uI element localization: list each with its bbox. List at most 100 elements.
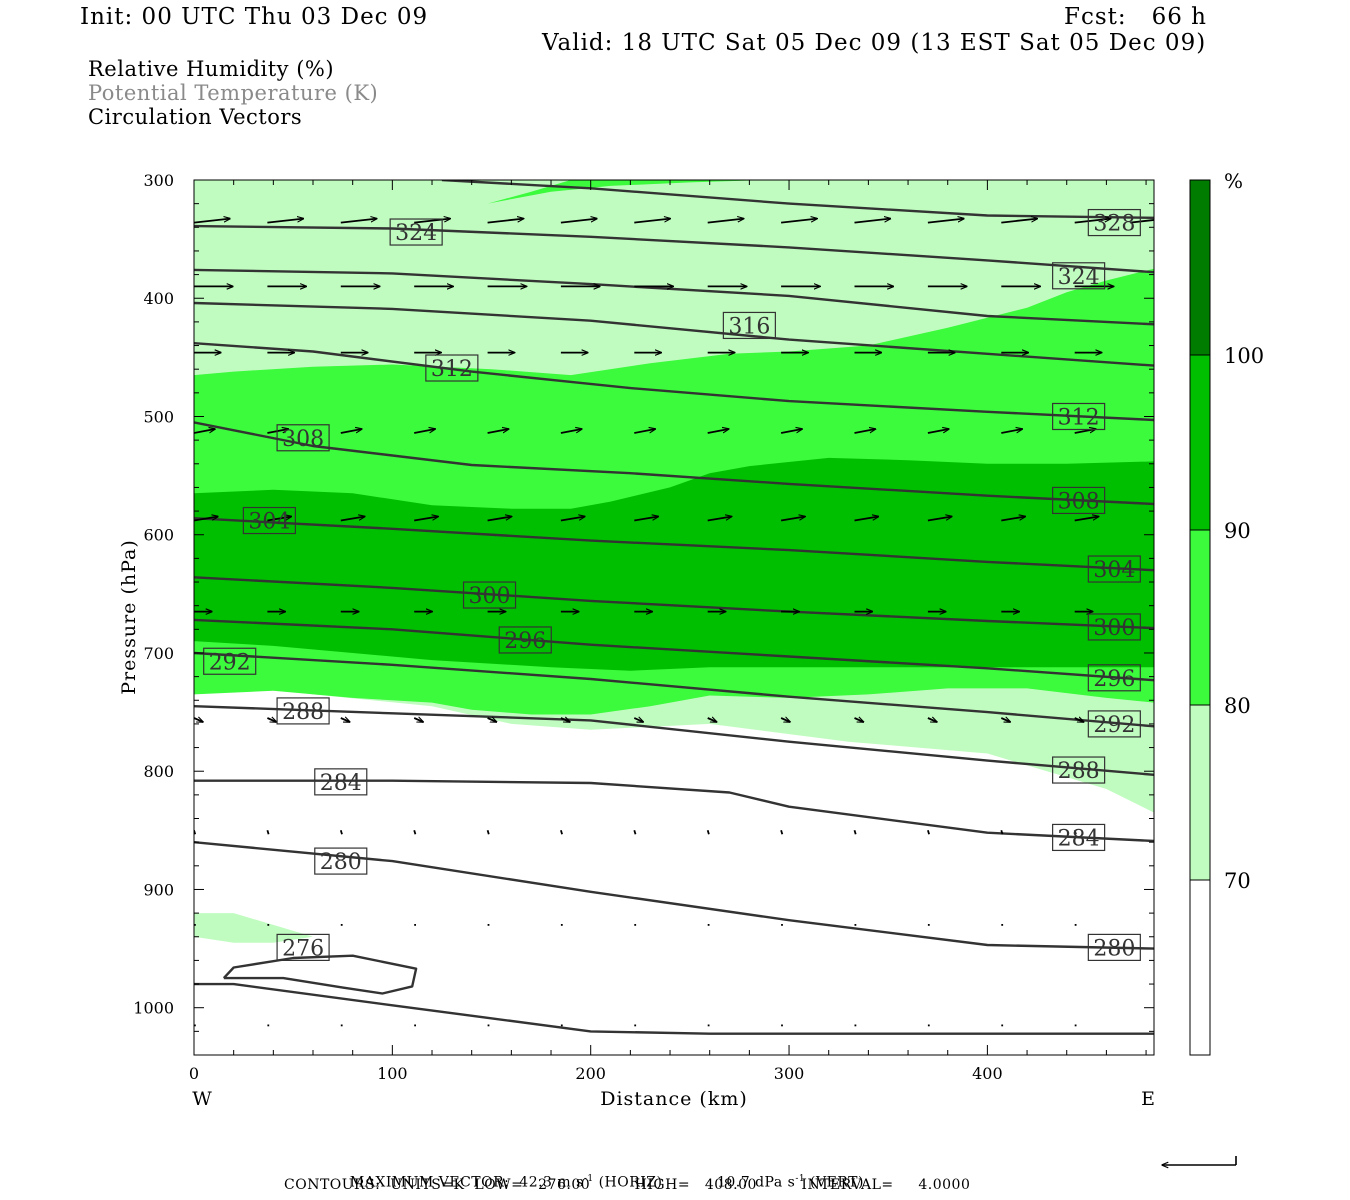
- contour-label-text: 276: [282, 936, 324, 961]
- x-axis-label: Distance (km): [600, 1088, 748, 1110]
- contour-label-box: [276, 933, 330, 961]
- circulation-vector: [340, 429, 362, 434]
- horiz-unit: (HORIZ): [598, 1174, 663, 1191]
- colorbar-segment: [1190, 355, 1210, 530]
- forecast-hour: Fcst: 66 h: [1064, 4, 1207, 30]
- contour-label-box: [276, 697, 330, 725]
- colorbar-segment: [1190, 530, 1210, 705]
- circulation-vector: [854, 429, 876, 434]
- circulation-vector: [267, 219, 303, 224]
- contour-label-284-19: 284: [1052, 823, 1106, 851]
- y-tick-label: 800: [143, 762, 174, 781]
- circulation-vector: [267, 718, 276, 722]
- contour-label-text: 328: [1093, 212, 1135, 237]
- contour-label-box: [1087, 613, 1141, 641]
- circulation-vector: [707, 718, 717, 722]
- theta-contour-320-2: [194, 268, 1154, 326]
- x-tick-label: 0: [189, 1064, 199, 1083]
- theta-contour-328-0: [441, 180, 1154, 219]
- contour-label-box: [203, 647, 257, 675]
- contour-label-text: 312: [1058, 405, 1100, 430]
- contour-label-text: 324: [1058, 265, 1100, 290]
- theta-contour-276-13: [222, 954, 418, 995]
- contour-label-box: [1087, 664, 1141, 692]
- circulation-vector: [634, 429, 655, 434]
- colorbar-frame: [1189, 179, 1211, 1056]
- vert-unit: (VERT): [810, 1174, 864, 1191]
- y-tick-label: 600: [143, 526, 174, 545]
- theta-contour-316-3: [194, 301, 1154, 367]
- contour-label-box: [1052, 486, 1106, 515]
- contour-label-text: 284: [1058, 826, 1100, 851]
- circulation-vector: [487, 219, 524, 224]
- circulation-vector: [1074, 517, 1099, 522]
- circulation-vector: [634, 517, 658, 522]
- contour-label-288-16: 288: [276, 697, 330, 725]
- contour-label-300-10: 300: [462, 581, 517, 609]
- circulation-vector: [414, 429, 435, 434]
- plot-frame: [193, 179, 1155, 1056]
- circulation-vector: [266, 830, 270, 835]
- circulation-vector: [1000, 830, 1004, 835]
- contour-label-292-15: 292: [1087, 710, 1141, 738]
- circulation-vector: [1074, 219, 1111, 224]
- circulation-vector: [633, 718, 643, 722]
- contour-label-box: [314, 768, 368, 796]
- contour-label-box: [1087, 933, 1141, 961]
- y-tick-label: 700: [143, 644, 174, 663]
- circulation-vector: [487, 718, 497, 722]
- circulation-vector: [1001, 429, 1022, 434]
- circulation-vector: [927, 429, 949, 434]
- circulation-vector: [414, 517, 438, 522]
- contour-label-316-3: 316: [722, 311, 776, 340]
- maximum-vector: MAXIMUM VECTOR: 42.3 m s -1 (HORIZ) 10.7 …: [340, 1158, 864, 1191]
- contour-label-text: 288: [1058, 759, 1100, 784]
- circulation-vector: [560, 830, 563, 835]
- reference-vector: [1162, 1156, 1237, 1165]
- contour-label-308-7: 308: [1052, 486, 1106, 515]
- contour-label-312-5: 312: [1052, 402, 1106, 430]
- contour-label-box: [722, 311, 776, 340]
- x-tick-label: 100: [377, 1064, 408, 1083]
- theta-contour-276-14: [194, 982, 1154, 1035]
- theta-contour-296-8: [194, 618, 1154, 682]
- contour-label-text: 296: [504, 629, 546, 654]
- circulation-vector: [780, 429, 802, 434]
- colorbar-label: 80: [1224, 694, 1251, 718]
- maximum-vector-label: MAXIMUM VECTOR:: [349, 1174, 510, 1191]
- theta-contour-284-11: [194, 779, 1154, 843]
- horiz-value: 42.3 m s: [519, 1174, 584, 1191]
- circulation-vector: [780, 517, 805, 522]
- contour-label-324-0: 324: [389, 218, 443, 246]
- contour-label-text: 300: [1093, 616, 1135, 641]
- contour-label-296-12: 296: [498, 626, 552, 654]
- contour-label-text: 296: [1093, 667, 1135, 692]
- circulation-vector: [194, 517, 218, 522]
- x-tick-label: 300: [774, 1064, 805, 1083]
- theta-contour-300-7: [194, 576, 1154, 630]
- contour-label-text: 280: [1093, 936, 1135, 961]
- vert-value: 10.7 dPa s: [716, 1174, 796, 1191]
- circulation-vector: [340, 219, 377, 224]
- contour-label-box: [498, 626, 552, 654]
- circulation-vector: [267, 429, 288, 434]
- y-axis-label: Pressure (hPa): [118, 539, 140, 695]
- circulation-vector: [781, 219, 817, 224]
- circulation-vector: [194, 219, 230, 224]
- circulation-vector: [927, 718, 937, 722]
- circulation-vector: [1130, 219, 1154, 224]
- circulation-vector: [487, 517, 512, 522]
- contour-label-296-13: 296: [1087, 664, 1141, 692]
- circulation-vector: [414, 219, 450, 224]
- contour-label-box: [242, 506, 296, 535]
- circulation-vector: [560, 517, 585, 522]
- contour-label-box: [425, 354, 479, 382]
- theta-contour-324-1: [194, 224, 1154, 274]
- contour-label-box: [1087, 555, 1141, 583]
- circulation-vector: [560, 429, 582, 434]
- contour-label-box: [389, 218, 443, 246]
- circulation-vector: [633, 830, 637, 835]
- contour-label-328-1: 328: [1087, 208, 1141, 237]
- circulation-vector: [1073, 830, 1077, 835]
- vert-exponent: -1: [795, 1174, 806, 1184]
